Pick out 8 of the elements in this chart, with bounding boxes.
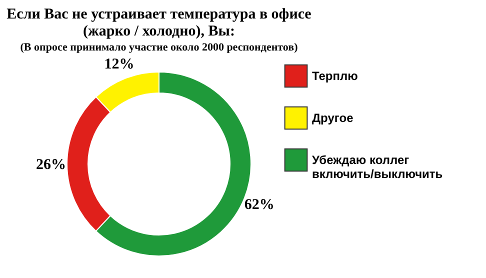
data-label: 12% [104, 56, 134, 73]
legend-label: Другое [312, 111, 354, 125]
chart-title: Если Вас не устраивает температура в офисе (жарко / холодно), Вы: [6, 6, 312, 40]
data-label: 26% [36, 157, 66, 173]
data-label: 62% [244, 196, 274, 213]
legend-label: Терплю [312, 69, 358, 83]
legend-label: Убеждаю коллег включить/выключить [312, 153, 443, 181]
chart-subtitle: (В опросе принимало участие около 2000 респондентов) [20, 42, 298, 54]
